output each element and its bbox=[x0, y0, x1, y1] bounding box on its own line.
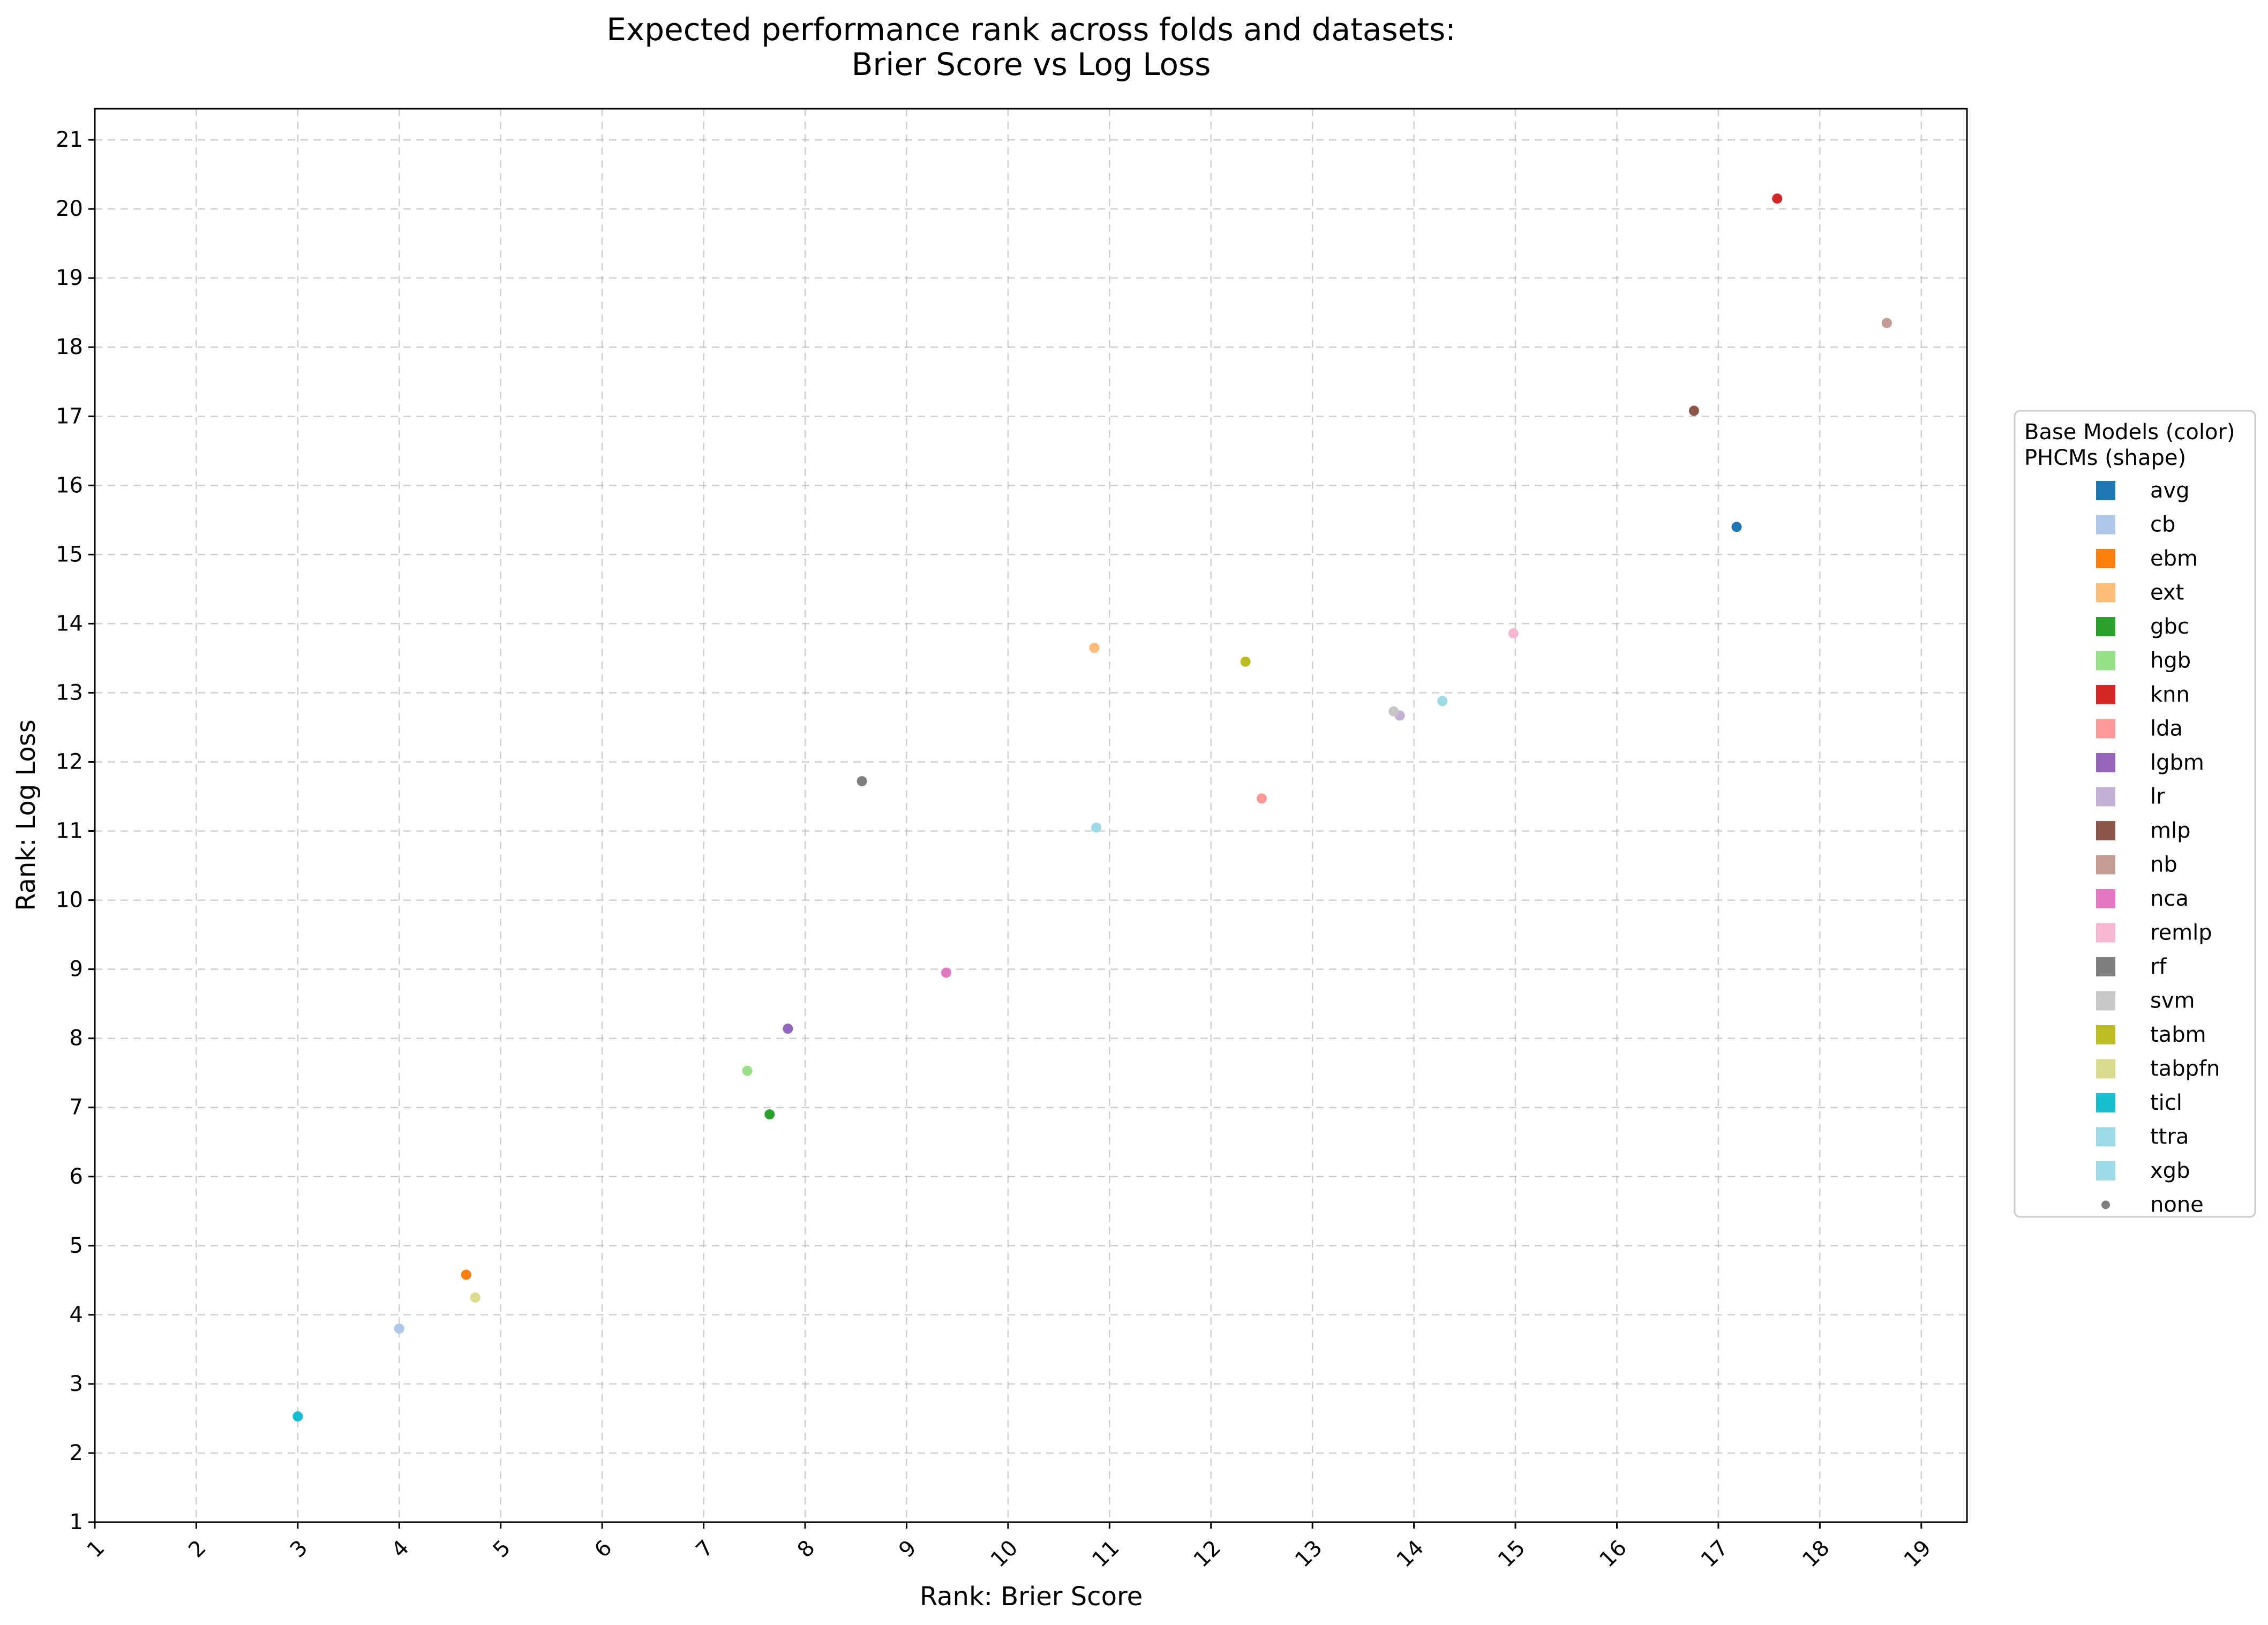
y-tick-label: 16 bbox=[56, 473, 83, 498]
legend-label-avg: avg bbox=[2150, 478, 2190, 503]
y-tick-label: 2 bbox=[70, 1441, 83, 1465]
data-point-lda bbox=[1256, 793, 1267, 804]
chart-title-line-2: Brier Score vs Log Loss bbox=[852, 46, 1211, 82]
legend-label-ticl: ticl bbox=[2150, 1090, 2182, 1115]
y-tick-label: 4 bbox=[70, 1303, 83, 1327]
legend-swatch-lgbm bbox=[2096, 753, 2115, 772]
legend-label-mlp: mlp bbox=[2150, 818, 2190, 843]
legend-swatch-avg bbox=[2096, 481, 2115, 500]
y-tick-label: 15 bbox=[56, 542, 83, 567]
legend-label-hgb: hgb bbox=[2150, 649, 2191, 673]
data-point-svm bbox=[1388, 706, 1399, 717]
legend-label-remlp: remlp bbox=[2150, 921, 2212, 945]
legend-swatch-ttra bbox=[2096, 1127, 2115, 1147]
legend-label-tabm: tabm bbox=[2150, 1022, 2206, 1047]
data-point-mlp bbox=[1688, 405, 1699, 416]
legend-swatch-nb bbox=[2096, 855, 2115, 875]
y-tick-label: 21 bbox=[56, 127, 83, 152]
y-tick-label: 9 bbox=[70, 957, 83, 982]
legend-label-lr: lr bbox=[2150, 785, 2165, 809]
data-point-remlp bbox=[1508, 628, 1519, 638]
x-axis-label: Rank: Brier Score bbox=[920, 1582, 1143, 1612]
legend-box bbox=[2014, 410, 2256, 1218]
legend-label-nca: nca bbox=[2150, 886, 2189, 911]
y-tick-label: 11 bbox=[56, 819, 83, 844]
legend-marker-none bbox=[2101, 1200, 2110, 1209]
legend-swatch-svm bbox=[2096, 991, 2115, 1011]
data-point-tabm bbox=[1240, 656, 1251, 667]
y-tick-label: 18 bbox=[56, 335, 83, 359]
data-points bbox=[292, 193, 1892, 1422]
legend-swatch-gbc bbox=[2096, 617, 2115, 636]
data-point-knn bbox=[1772, 193, 1783, 204]
legend-swatch-lda bbox=[2096, 719, 2115, 739]
legend-label-nb: nb bbox=[2150, 853, 2177, 877]
data-point-ext bbox=[1089, 643, 1100, 653]
y-tick-label: 5 bbox=[70, 1233, 83, 1258]
data-point-ebm bbox=[461, 1269, 471, 1280]
legend-label-tabpfn: tabpfn bbox=[2150, 1057, 2220, 1081]
legend-label-ext: ext bbox=[2150, 581, 2184, 605]
legend-swatch-remlp bbox=[2096, 923, 2115, 943]
data-point-xgb bbox=[1091, 822, 1102, 833]
y-tick-label: 13 bbox=[56, 680, 83, 705]
y-axis-label: Rank: Log Loss bbox=[11, 719, 41, 911]
legend-swatch-tabpfn bbox=[2096, 1059, 2115, 1079]
legend: Base Models (color) PHCMs (shape) avg cb e… bbox=[2014, 410, 2256, 1218]
legend-swatch-knn bbox=[2096, 685, 2115, 704]
data-point-ttra bbox=[1437, 696, 1448, 706]
legend-swatch-lr bbox=[2096, 787, 2115, 807]
data-point-lgbm bbox=[783, 1024, 793, 1034]
grid-lines bbox=[94, 109, 1967, 1523]
legend-label-knn: knn bbox=[2150, 682, 2190, 707]
y-tick-label: 3 bbox=[70, 1372, 83, 1396]
chart-title-line-1: Expected performance rank across folds a… bbox=[606, 11, 1456, 48]
y-tick-label: 17 bbox=[56, 404, 83, 428]
y-tick-label: 7 bbox=[70, 1095, 83, 1120]
data-point-rf bbox=[857, 776, 867, 787]
data-point-cb bbox=[394, 1323, 404, 1334]
legend-label-ebm: ebm bbox=[2150, 546, 2198, 571]
y-tick-label: 20 bbox=[56, 197, 83, 221]
legend-swatch-tabm bbox=[2096, 1025, 2115, 1044]
legend-swatch-mlp bbox=[2096, 821, 2115, 840]
data-point-tabpfn bbox=[470, 1292, 480, 1303]
legend-swatch-nca bbox=[2096, 889, 2115, 908]
legend-label-ttra: ttra bbox=[2150, 1125, 2189, 1149]
data-point-gbc bbox=[764, 1109, 775, 1120]
data-point-ticl bbox=[292, 1411, 303, 1422]
data-point-avg bbox=[1731, 522, 1742, 532]
legend-label-gbc: gbc bbox=[2150, 614, 2189, 639]
legend-label-none: none bbox=[2150, 1193, 2204, 1217]
legend-title-line-2: PHCMs (shape) bbox=[2024, 446, 2186, 470]
legend-label-cb: cb bbox=[2150, 513, 2175, 537]
legend-label-lda: lda bbox=[2150, 717, 2183, 741]
y-tick-label: 19 bbox=[56, 266, 83, 290]
y-tick-label: 1 bbox=[70, 1510, 83, 1534]
data-point-hgb bbox=[742, 1065, 753, 1076]
legend-swatch-hgb bbox=[2096, 651, 2115, 671]
legend-swatch-ebm bbox=[2096, 549, 2115, 568]
y-tick-label: 12 bbox=[56, 749, 83, 774]
y-tick-label: 10 bbox=[56, 888, 83, 913]
y-tick-label: 8 bbox=[70, 1026, 83, 1051]
legend-label-rf: rf bbox=[2150, 954, 2167, 979]
y-tick-label: 14 bbox=[56, 611, 83, 636]
data-point-nb bbox=[1881, 318, 1892, 328]
legend-entries: avg cb ebm ext gbc hgb knn lda lgbm lr mlp nb nca rem… bbox=[2096, 478, 2220, 1217]
legend-swatch-ext bbox=[2096, 583, 2115, 603]
legend-swatch-xgb bbox=[2096, 1161, 2115, 1180]
plot-frame bbox=[94, 108, 1968, 1523]
y-tick-label: 6 bbox=[70, 1164, 83, 1189]
legend-label-svm: svm bbox=[2150, 989, 2195, 1013]
legend-swatch-ticl bbox=[2096, 1093, 2115, 1112]
legend-label-xgb: xgb bbox=[2150, 1158, 2190, 1183]
legend-swatch-rf bbox=[2096, 957, 2115, 976]
legend-title-line-1: Base Models (color) bbox=[2024, 420, 2235, 445]
legend-label-lgbm: lgbm bbox=[2150, 750, 2204, 775]
legend-swatch-cb bbox=[2096, 515, 2115, 535]
data-point-nca bbox=[941, 967, 951, 978]
